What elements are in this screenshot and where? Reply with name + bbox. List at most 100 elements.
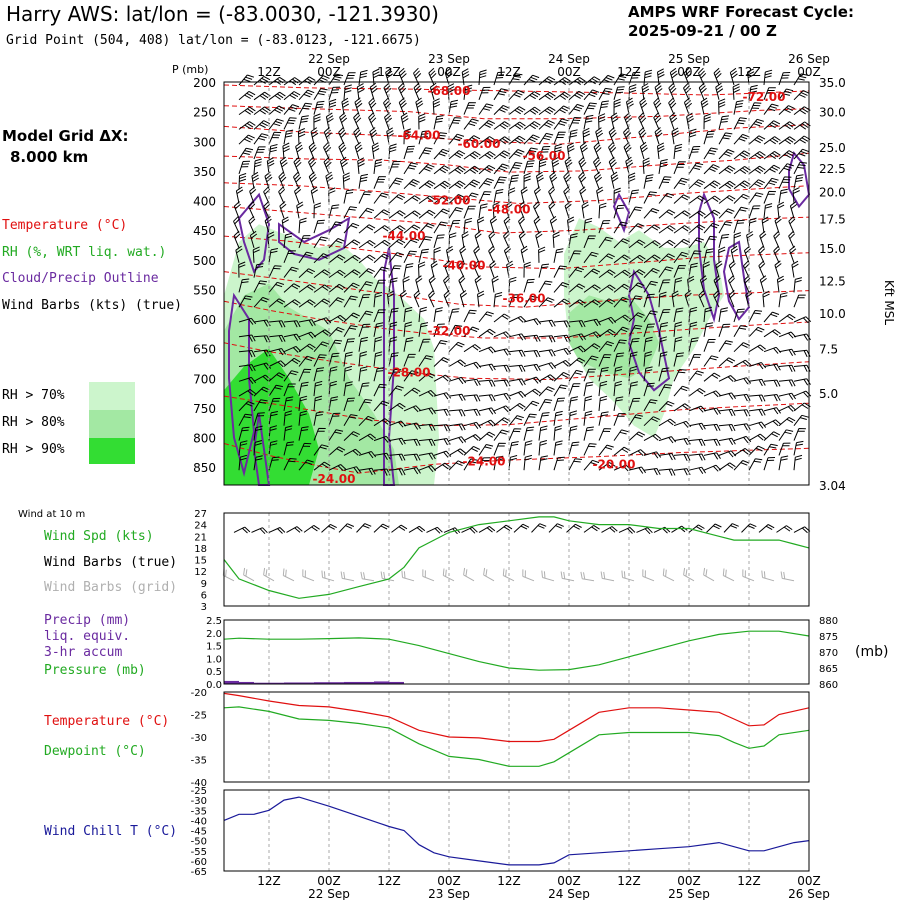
xsection-wind-barb	[249, 230, 258, 249]
xsection-wind-barb	[778, 136, 796, 145]
xsection-wind-barb	[353, 127, 362, 145]
xsection-wind-barb	[778, 392, 797, 400]
xsection-wind-barb	[493, 121, 511, 130]
xsection-wind-barb	[778, 163, 794, 175]
xsection-wind-barb	[523, 350, 541, 358]
temperature-contour	[223, 300, 810, 339]
xsection-wind-barb	[718, 234, 730, 249]
xsection-wind-barb	[713, 290, 720, 308]
xsection-wind-barb	[313, 354, 327, 367]
xsection-wind-barb	[478, 203, 488, 219]
xsection-wind-barb	[463, 408, 481, 417]
xsection-wind-barb	[763, 457, 776, 471]
true-wind-barb	[408, 525, 426, 533]
kft-tick-label: 10.0	[819, 307, 846, 321]
xsection-wind-barb	[748, 394, 766, 402]
xsection-wind-barb	[748, 192, 764, 204]
xsection-wind-barb	[283, 357, 301, 367]
xsection-wind-barb	[564, 201, 572, 219]
temperature-tick-label: -35	[191, 756, 207, 767]
xsection-wind-barb	[523, 426, 535, 441]
xsection-wind-barb	[598, 113, 606, 130]
top-time-tick-label: 12Z	[497, 65, 521, 79]
xsection-wind-barb	[268, 298, 286, 308]
xsection-wind-barb	[778, 150, 796, 160]
xsection-wind-barb	[489, 260, 497, 278]
xsection-wind-barb	[788, 230, 796, 249]
xsection-wind-barb	[703, 130, 715, 145]
xsection-wind-barb	[733, 435, 752, 444]
xsection-wind-barb	[593, 171, 603, 189]
xsection-wind-barb	[428, 67, 437, 86]
xsection-wind-barb	[238, 426, 250, 441]
xsection-wind-barb	[538, 158, 547, 174]
xsection-wind-barb	[553, 105, 571, 115]
xsection-wind-barb	[253, 133, 269, 145]
xsection-wind-barb	[433, 424, 451, 432]
xsection-wind-barb	[266, 157, 275, 174]
xsection-wind-barb	[703, 407, 721, 415]
xsection-wind-barb	[643, 416, 660, 427]
xsection-wind-barb	[718, 424, 736, 432]
legend-cloud-outline: Cloud/Precip Outline	[2, 271, 159, 286]
xsection-wind-barb	[268, 265, 282, 278]
xsection-wind-barb	[508, 106, 526, 115]
xsection-wind-barb	[478, 178, 494, 190]
xsection-wind-barb	[433, 438, 451, 446]
xsection-wind-barb	[253, 280, 267, 293]
xsection-wind-barb	[448, 99, 459, 115]
xsection-wind-barb	[477, 216, 485, 234]
xsection-wind-barb	[778, 404, 797, 412]
xsection-wind-barb	[673, 143, 683, 160]
xsection-wind-barb	[623, 127, 632, 145]
wind-speed-tick-label: 12	[194, 567, 207, 578]
wind-chill-tick-label: -60	[191, 857, 207, 868]
xsection-wind-barb	[238, 261, 246, 278]
xsection-wind-barb	[688, 466, 707, 474]
rh70-swatch	[89, 382, 135, 410]
xsection-wind-barb	[373, 209, 391, 219]
xsection-wind-barb	[538, 362, 557, 370]
precip-bar	[329, 682, 344, 684]
xsection-wind-barb	[568, 410, 578, 426]
xsection-wind-barb	[595, 127, 604, 145]
xsection-wind-barb	[643, 267, 660, 278]
xsection-wind-barb	[568, 333, 587, 341]
xsection-wind-barb	[673, 468, 691, 476]
xsection-wind-barb	[613, 204, 625, 219]
precip-tick-label: 2.5	[206, 616, 222, 627]
xsection-wind-barb	[508, 149, 525, 160]
xsection-wind-barb	[718, 437, 736, 446]
xsection-wind-barb	[478, 379, 496, 387]
xsection-wind-barb	[373, 266, 389, 278]
xsection-wind-barb	[553, 298, 571, 308]
xsection-wind-barb	[463, 344, 481, 353]
xsection-wind-barb	[658, 192, 674, 204]
grid-wind-barb	[360, 571, 375, 582]
pressure-plot-area	[224, 620, 809, 684]
xsection-wind-barb	[403, 195, 421, 204]
xsection-wind-barb	[388, 210, 406, 219]
pressure-frame	[223, 619, 810, 685]
xsection-wind-barb	[743, 275, 751, 293]
xsection-wind-barb	[298, 395, 308, 411]
bottom-time-tick-label: 12Z	[377, 874, 401, 888]
temperature-contour-label: -24.00	[463, 454, 506, 468]
xsection-wind-barb	[358, 323, 371, 337]
xsection-wind-barb	[463, 84, 473, 100]
xsection-wind-barb	[493, 88, 508, 101]
xsection-wind-barb	[253, 146, 266, 160]
xsection-wind-barb	[358, 366, 368, 382]
precip-bar	[344, 681, 359, 684]
xsection-wind-barb	[733, 219, 745, 234]
xsection-wind-barb	[446, 245, 454, 263]
xsection-wind-barb	[583, 251, 599, 264]
xsection-wind-barb	[463, 326, 480, 338]
xsection-wind-barb	[628, 295, 643, 308]
xsection-wind-barb	[403, 467, 421, 475]
xsection-wind-barb	[758, 260, 766, 278]
temperature-contour-label: -20.00	[593, 457, 636, 471]
xsection-wind-barb	[477, 290, 485, 308]
xsection-wind-barb	[458, 275, 466, 293]
xsection-wind-barb	[328, 254, 346, 264]
